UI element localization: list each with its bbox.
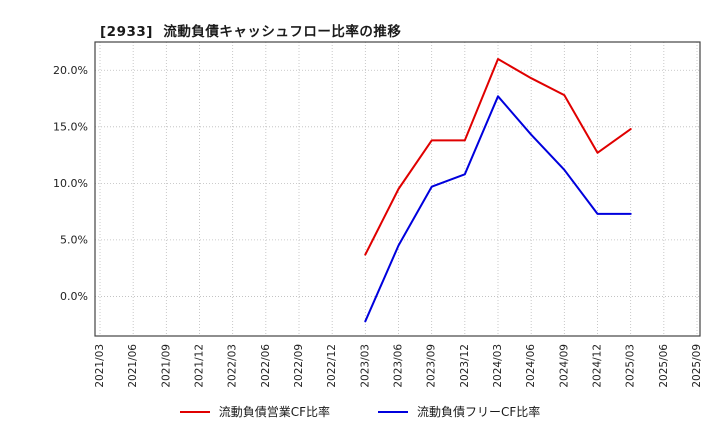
- plot-border: [94, 41, 701, 337]
- x-tick-label: 2023/06: [393, 344, 405, 388]
- x-tick-label: 2022/09: [293, 344, 305, 388]
- x-tick-label: 2022/03: [227, 344, 239, 388]
- x-tick-label: 2025/09: [691, 344, 703, 388]
- legend-label-free-cf-ratio: 流動負債フリーCF比率: [417, 405, 541, 419]
- x-tick-label: 2021/12: [194, 344, 206, 388]
- x-tick-label: 2024/12: [592, 344, 604, 388]
- x-tick-label: 2024/03: [492, 344, 504, 388]
- x-tick-label: 2024/06: [525, 344, 537, 388]
- x-tick-label: 2022/06: [260, 344, 272, 388]
- series-line-0: [364, 58, 632, 256]
- legend-swatch-blue-line: [378, 410, 408, 413]
- x-tick-label: 2021/06: [127, 344, 139, 388]
- y-tick-label: 10.0%: [53, 177, 88, 190]
- x-tick-label: 2025/06: [658, 344, 670, 388]
- x-tick-label: 2023/09: [426, 344, 438, 388]
- y-tick-label: 15.0%: [53, 120, 88, 133]
- x-tick-label: 2025/03: [625, 344, 637, 388]
- legend-swatch-red-line: [179, 410, 210, 413]
- x-tick-label: 2023/03: [359, 344, 371, 388]
- series-line-1: [364, 95, 632, 323]
- y-tick-label: 0.0%: [60, 290, 88, 303]
- chart-legend: 流動負債営業CF比率 流動負債フリーCF比率: [0, 403, 720, 420]
- chart-title: [2933] 流動負債キャッシュフロー比率の推移: [100, 24, 402, 40]
- x-tick-label: 2023/12: [459, 344, 471, 388]
- legend-item-free-cf-ratio: 流動負債フリーCF比率: [378, 403, 540, 420]
- legend-item-operating-cf-ratio: 流動負債営業CF比率: [179, 403, 330, 420]
- x-tick-label: 2024/09: [558, 344, 570, 388]
- y-tick-label: 20.0%: [53, 64, 88, 77]
- legend-label-operating-cf-ratio: 流動負債営業CF比率: [218, 405, 330, 419]
- y-tick-label: 5.0%: [60, 233, 88, 246]
- x-tick-label: 2021/09: [160, 344, 172, 388]
- x-tick-label: 2022/12: [326, 344, 338, 388]
- x-tick-label: 2021/03: [94, 344, 106, 388]
